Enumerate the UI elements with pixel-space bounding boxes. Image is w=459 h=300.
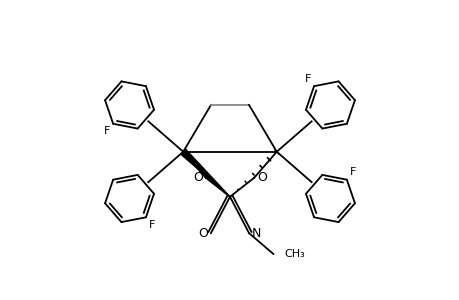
Text: N: N xyxy=(252,226,261,240)
Polygon shape xyxy=(180,149,230,197)
Text: CH₃: CH₃ xyxy=(284,249,304,259)
Text: F: F xyxy=(149,220,155,230)
Text: F: F xyxy=(349,167,356,177)
Text: F: F xyxy=(304,74,310,84)
Text: O: O xyxy=(257,171,266,184)
Text: F: F xyxy=(103,126,110,136)
Text: O: O xyxy=(193,171,202,184)
Text: O: O xyxy=(198,226,208,240)
